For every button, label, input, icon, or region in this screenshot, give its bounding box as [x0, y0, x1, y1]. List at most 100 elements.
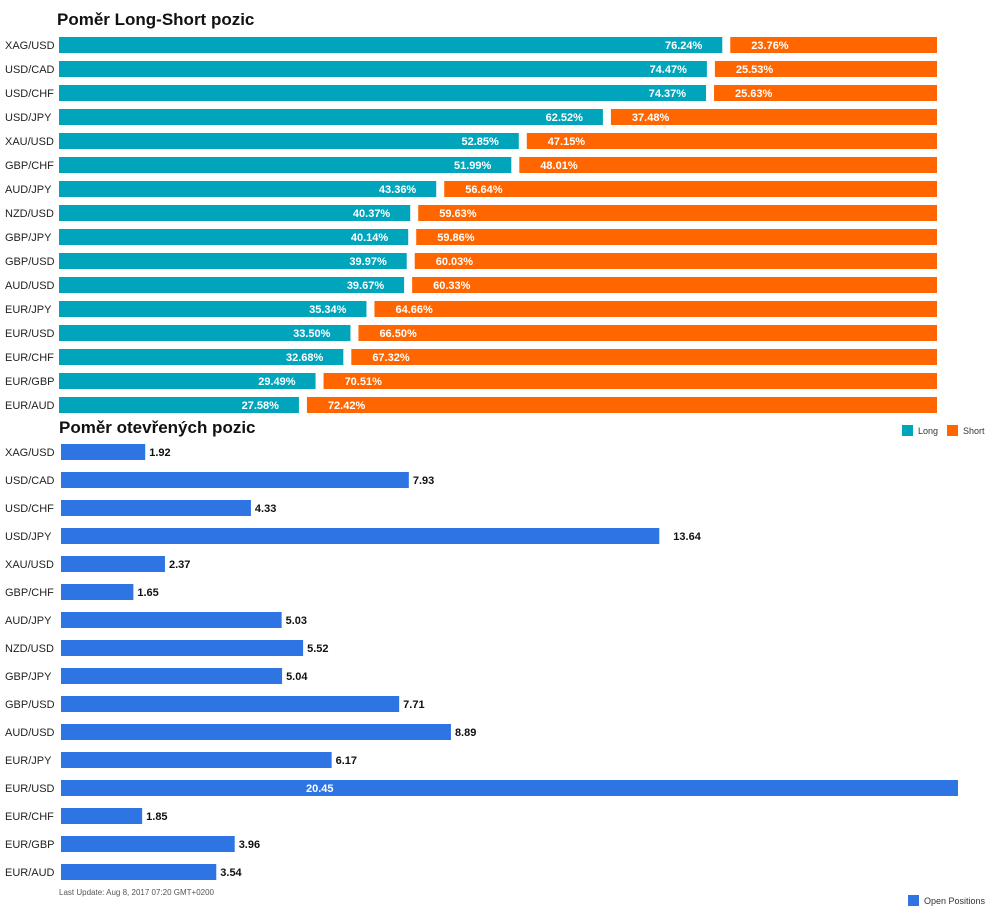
ls-long-label-usd-chf: 74.37%	[649, 88, 687, 100]
ls-short-label-gbp-chf: 48.01%	[540, 160, 578, 172]
ls-long-label-xau-usd: 52.85%	[461, 136, 499, 148]
op-bar-usd-jpy	[61, 528, 660, 544]
ls-short-label-aud-usd: 60.33%	[433, 280, 471, 292]
ls-long-label-gbp-chf: 51.99%	[454, 160, 492, 172]
op-value-label-eur-aud: 3.54	[220, 867, 242, 879]
legend-item-short: Short	[947, 425, 985, 436]
op-bar-eur-chf	[61, 808, 143, 824]
legend-swatch-short	[947, 425, 959, 436]
ls-short-bar-aud-usd	[412, 277, 937, 293]
ls-long-label-aud-usd: 39.67%	[347, 280, 385, 292]
op-bar-gbp-chf	[61, 584, 134, 600]
op-bar-xau-usd	[61, 556, 165, 572]
ls-category-label-eur-gbp: EUR/GBP	[5, 376, 55, 388]
ls-short-label-usd-chf: 25.63%	[735, 88, 773, 100]
ls-long-label-eur-chf: 32.68%	[286, 352, 324, 364]
ls-short-label-aud-jpy: 56.64%	[465, 184, 503, 196]
op-bar-eur-usd	[61, 780, 958, 796]
ls-long-bar-gbp-jpy	[59, 229, 409, 245]
ls-short-bar-aud-jpy	[444, 181, 937, 197]
op-category-label-gbp-chf: GBP/CHF	[5, 587, 54, 599]
op-bar-xag-usd	[61, 444, 146, 460]
op-value-label-eur-gbp: 3.96	[239, 839, 260, 851]
op-bar-usd-chf	[61, 500, 251, 516]
open-positions-legend: Open Positions	[908, 895, 985, 906]
ls-category-label-aud-jpy: AUD/JPY	[5, 184, 52, 196]
long-short-legend: Long Short	[902, 425, 985, 436]
op-value-label-nzd-usd: 5.52	[307, 643, 328, 655]
op-category-label-nzd-usd: NZD/USD	[5, 643, 54, 655]
ls-long-bar-eur-chf	[59, 349, 344, 365]
ls-long-label-eur-gbp: 29.49%	[258, 376, 296, 388]
ls-category-label-xau-usd: XAU/USD	[5, 136, 54, 148]
ls-short-bar-xag-usd	[730, 37, 937, 53]
op-value-label-eur-jpy: 6.17	[336, 755, 357, 767]
ls-long-bar-aud-usd	[59, 277, 405, 293]
ls-long-label-gbp-usd: 39.97%	[349, 256, 387, 268]
ls-long-label-xag-usd: 76.24%	[665, 40, 703, 52]
op-category-label-xau-usd: XAU/USD	[5, 559, 54, 571]
op-value-label-usd-cad: 7.93	[413, 475, 434, 487]
legend-item-long: Long	[902, 425, 938, 436]
ls-long-bar-usd-jpy	[59, 109, 603, 125]
op-bar-nzd-usd	[61, 640, 304, 656]
op-value-label-usd-jpy: 13.64	[673, 531, 701, 543]
op-category-label-gbp-usd: GBP/USD	[5, 699, 55, 711]
op-bar-gbp-jpy	[61, 668, 283, 684]
op-value-label-eur-chf: 1.85	[146, 811, 167, 823]
op-category-label-usd-chf: USD/CHF	[5, 503, 54, 515]
op-bar-usd-cad	[61, 472, 409, 488]
op-bar-aud-usd	[61, 724, 451, 740]
ls-short-bar-eur-jpy	[374, 301, 937, 317]
last-update-text: Last Update: Aug 8, 2017 07:20 GMT+0200	[59, 888, 214, 897]
ls-category-label-xag-usd: XAG/USD	[5, 40, 55, 52]
ls-long-bar-nzd-usd	[59, 205, 411, 221]
ls-long-bar-xau-usd	[59, 133, 519, 149]
ls-long-bar-eur-gbp	[59, 373, 316, 389]
ls-category-label-usd-jpy: USD/JPY	[5, 112, 52, 124]
ls-short-label-eur-chf: 67.32%	[372, 352, 410, 364]
ls-short-label-eur-aud: 72.42%	[328, 400, 366, 412]
op-category-label-eur-aud: EUR/AUD	[5, 867, 55, 879]
op-value-label-gbp-usd: 7.71	[403, 699, 424, 711]
legend-swatch-long	[902, 425, 913, 436]
ls-short-label-xau-usd: 47.15%	[548, 136, 586, 148]
ls-short-label-nzd-usd: 59.63%	[439, 208, 477, 220]
ls-category-label-nzd-usd: NZD/USD	[5, 208, 54, 220]
ls-short-bar-eur-chf	[351, 349, 937, 365]
op-value-label-usd-chf: 4.33	[255, 503, 276, 515]
ls-short-label-xag-usd: 23.76%	[751, 40, 789, 52]
ls-long-label-eur-aud: 27.58%	[242, 400, 280, 412]
legend-label-long: Long	[918, 425, 939, 436]
ls-category-label-gbp-jpy: GBP/JPY	[5, 232, 52, 244]
ls-long-bar-eur-jpy	[59, 301, 367, 317]
ls-short-label-eur-usd: 66.50%	[379, 328, 417, 340]
ls-long-label-gbp-jpy: 40.14%	[351, 232, 389, 244]
ls-short-bar-xau-usd	[526, 133, 937, 149]
ls-short-label-usd-cad: 25.53%	[736, 64, 774, 76]
op-value-label-xag-usd: 1.92	[149, 447, 170, 459]
long-short-chart-title: Poměr Long-Short pozic	[57, 10, 255, 29]
op-category-label-eur-jpy: EUR/JPY	[5, 755, 52, 767]
op-value-label-aud-usd: 8.89	[455, 727, 476, 739]
ls-category-label-eur-jpy: EUR/JPY	[5, 304, 52, 316]
ls-long-bar-gbp-chf	[59, 157, 512, 173]
op-category-label-aud-jpy: AUD/JPY	[5, 615, 52, 627]
ls-long-label-eur-usd: 33.50%	[293, 328, 331, 340]
op-value-label-xau-usd: 2.37	[169, 559, 190, 571]
ls-short-bar-eur-aud	[306, 397, 937, 413]
ls-short-bar-usd-chf	[714, 85, 937, 101]
ls-category-label-usd-chf: USD/CHF	[5, 88, 54, 100]
op-bar-eur-aud	[61, 864, 217, 880]
op-category-label-xag-usd: XAG/USD	[5, 447, 55, 459]
ls-long-bar-xag-usd	[59, 37, 723, 53]
ls-short-label-gbp-jpy: 59.86%	[437, 232, 475, 244]
op-category-label-usd-cad: USD/CAD	[5, 475, 55, 487]
op-category-label-usd-jpy: USD/JPY	[5, 531, 52, 543]
ls-short-label-eur-jpy: 64.66%	[395, 304, 433, 316]
op-category-label-aud-usd: AUD/USD	[5, 727, 55, 739]
op-bar-eur-jpy	[61, 752, 332, 768]
ls-category-label-aud-usd: AUD/USD	[5, 280, 55, 292]
ls-category-label-gbp-usd: GBP/USD	[5, 256, 55, 268]
